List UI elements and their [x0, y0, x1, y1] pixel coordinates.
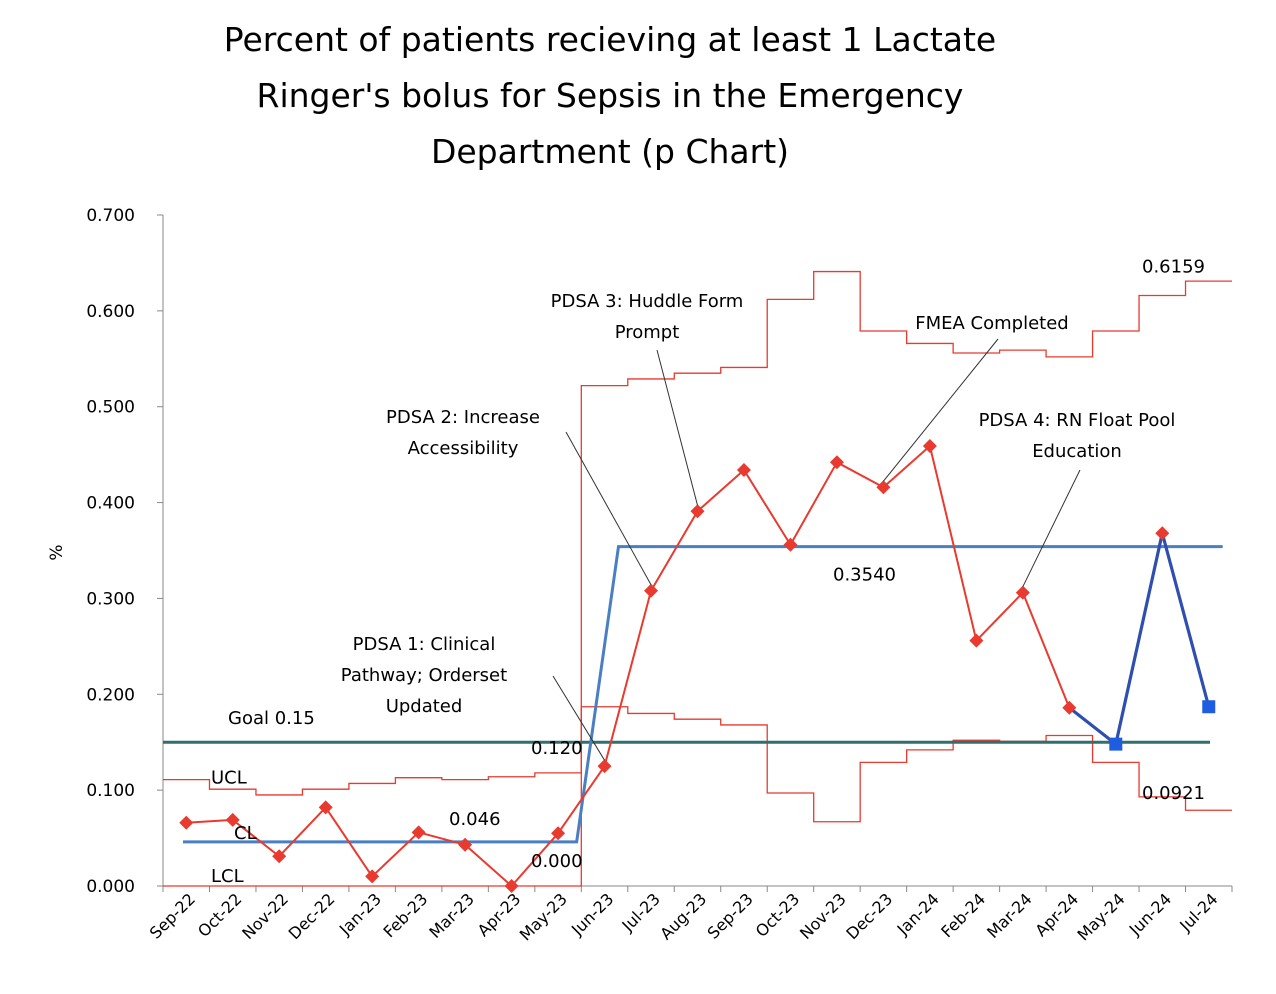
x-tick-label: Dec-22: [285, 889, 339, 943]
annotation-pdsa-1-line: Pathway; Orderset: [341, 665, 507, 686]
control-limits: [163, 270, 1232, 887]
data-point-diamond: [922, 439, 937, 454]
chart-title: Percent of patients recieving at least 1…: [100, 12, 1120, 180]
x-tick-label: Jun-23: [567, 889, 617, 939]
data-point-diamond: [1015, 585, 1030, 600]
annotation-pdsa-4-line: Education: [1032, 441, 1122, 462]
data-point-square: [1202, 700, 1216, 714]
data-point-diamond: [876, 480, 891, 495]
data-point-diamond: [829, 455, 844, 470]
x-tick-label: Jul-24: [1175, 889, 1221, 935]
annotation-pdsa-2-leader: [565, 431, 652, 586]
cl2-value-label: 0.3540: [833, 565, 896, 586]
x-tick-label: Dec-23: [842, 889, 896, 943]
chart-annotations: Goal 0.15 UCL CL LCL 0.046 0.120 0.000 0.3540 0.…: [211, 257, 1205, 887]
annotation-pdsa-1-line: PDSA 1: Clinical: [353, 634, 496, 655]
lcl-line: [163, 706, 1232, 887]
cl-label: CL: [234, 823, 257, 844]
cl1-value-label: 0.046: [449, 809, 501, 830]
annotation-fmea-leader: [883, 338, 999, 482]
y-tick-label: 0.200: [86, 685, 135, 705]
data-point-diamond: [551, 826, 566, 841]
data-point-diamond: [1062, 700, 1077, 715]
series-markers: [179, 439, 1216, 893]
annotation-fmea-line: FMEA Completed: [915, 313, 1068, 334]
goal-label: Goal 0.15: [228, 708, 315, 729]
annotation-pdsa-1-line: Updated: [386, 696, 463, 717]
x-tick-label: Mar-23: [425, 889, 478, 942]
x-tick-label: Nov-22: [238, 889, 292, 943]
annotation-pdsa-4-leader: [1022, 469, 1081, 587]
y-axis-label: %: [47, 544, 67, 560]
annotation-pdsa-3-line: PDSA 3: Huddle Form: [551, 291, 744, 312]
series-line-recent: [1068, 531, 1211, 746]
center-line: [183, 545, 1223, 844]
ucl-jun-label: 0.120: [531, 738, 583, 759]
data-point-diamond: [365, 869, 380, 884]
annotation-pdsa-2-line: Accessibility: [408, 438, 519, 459]
chart-title-line-2: Ringer's bolus for Sepsis in the Emergen…: [256, 76, 964, 115]
x-tick-label: May-24: [1074, 889, 1129, 944]
y-tick-label: 0.100: [86, 781, 135, 801]
x-tick-label: Aug-23: [656, 889, 710, 943]
y-tick-label: 0.500: [86, 398, 135, 418]
annotation-pdsa-3-leader: [656, 349, 698, 506]
ucl-label: UCL: [211, 768, 247, 789]
data-point-diamond: [783, 537, 798, 552]
data-point-diamond: [272, 849, 287, 864]
series-line-main: [186, 445, 1071, 887]
y-tick-label: 0.000: [86, 877, 135, 897]
x-tick-label: Feb-23: [380, 889, 432, 941]
x-tick-label: Nov-23: [796, 889, 850, 943]
x-tick-label: Jun-24: [1125, 889, 1175, 939]
data-point-diamond: [1155, 526, 1170, 541]
data-point-diamond: [458, 837, 473, 852]
x-tick-label: Sep-22: [146, 889, 199, 942]
data-point-diamond: [504, 879, 519, 893]
data-point-diamond: [597, 759, 612, 774]
data-point-diamond: [225, 812, 240, 827]
y-tick-label: 0.300: [86, 589, 135, 609]
data-point-diamond: [318, 800, 333, 815]
y-tick-label: 0.700: [86, 206, 135, 226]
x-tick-label: Sep-23: [704, 889, 757, 942]
data-point-diamond: [179, 815, 194, 830]
lcl-label: LCL: [211, 866, 244, 887]
lcl-jun-label: 0.000: [531, 851, 583, 872]
x-tick-label: Jan-23: [335, 889, 385, 939]
data-point-diamond: [411, 825, 426, 840]
series-lines: [186, 445, 1211, 887]
annotation-pdsa-1-leader: [552, 675, 605, 761]
annotation-pdsa-4-line: PDSA 4: RN Float Pool: [979, 410, 1176, 431]
data-point-diamond: [690, 504, 705, 519]
chart-title-line-3: Department (p Chart): [430, 132, 790, 171]
data-point-diamond: [644, 583, 659, 598]
annotation-pdsa-2-line: PDSA 2: Increase: [386, 407, 540, 428]
annotation-pdsa-3-line: Prompt: [615, 322, 680, 343]
y-tick-label: 0.400: [86, 494, 135, 514]
data-point-diamond: [969, 633, 984, 648]
x-tick-label: Jan-24: [893, 889, 943, 939]
y-tick-label: 0.600: [86, 302, 135, 322]
lcl-last-label: 0.0921: [1142, 783, 1205, 804]
x-tick-label: Feb-24: [937, 889, 989, 941]
ucl-last-label: 0.6159: [1142, 257, 1205, 278]
x-tick-label: May-23: [516, 889, 571, 944]
chart-title-line-1: Percent of patients recieving at least 1…: [223, 20, 997, 59]
data-point-square: [1109, 737, 1123, 751]
ucl-line: [163, 270, 1232, 796]
x-tick-label: Mar-24: [983, 889, 1036, 942]
x-tick-label: Oct-23: [752, 889, 803, 940]
data-point-diamond: [736, 462, 751, 477]
x-tick-label: Oct-22: [194, 889, 245, 940]
